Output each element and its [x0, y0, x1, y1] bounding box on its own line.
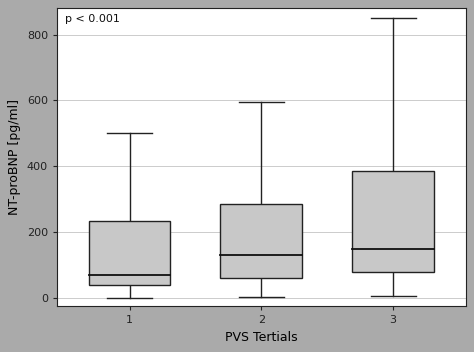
FancyBboxPatch shape [220, 204, 302, 278]
Y-axis label: NT-proBNP [pg/ml]: NT-proBNP [pg/ml] [9, 99, 21, 215]
Text: p < 0.001: p < 0.001 [65, 14, 120, 24]
FancyBboxPatch shape [89, 221, 170, 285]
FancyBboxPatch shape [352, 171, 434, 271]
X-axis label: PVS Tertials: PVS Tertials [225, 331, 298, 344]
